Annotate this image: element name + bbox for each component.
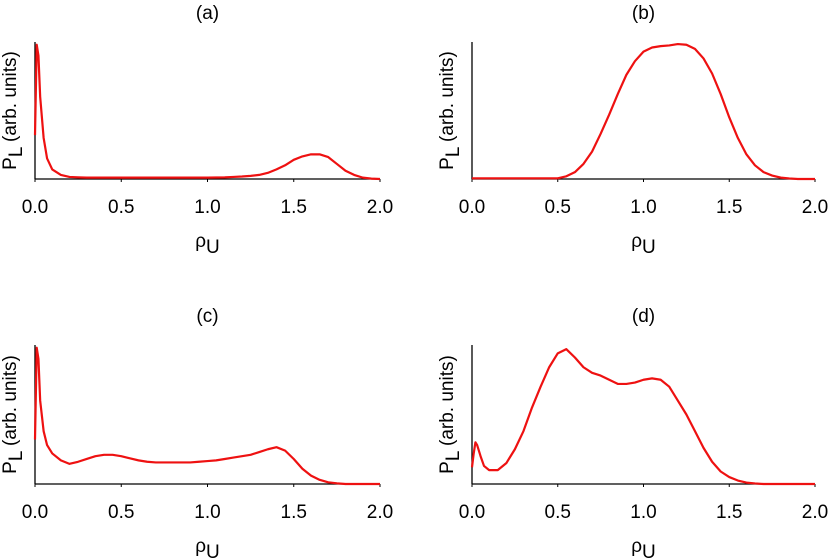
- panel: (c) 0.0 0.5 1.0 1.5 2.0 ρU PL (arb. units): [0, 306, 393, 559]
- x-tick-label: 1.5: [281, 197, 307, 218]
- y-label-rest: (arb. units): [437, 51, 458, 147]
- x-tick-label: 0.5: [108, 502, 134, 523]
- y-axis-label: PL (arb. units): [437, 355, 464, 474]
- x-label-main: ρ: [195, 536, 206, 557]
- x-label-sub: U: [206, 237, 220, 258]
- y-label-main: P: [437, 157, 458, 170]
- data-line: [33, 43, 381, 181]
- panel-title: (a): [196, 3, 219, 24]
- y-label-sub: L: [6, 147, 27, 157]
- x-tick-label: 1.0: [194, 197, 220, 218]
- data-line: [470, 348, 815, 486]
- y-label-main: P: [0, 461, 21, 474]
- x-tick-label: 0.5: [545, 197, 571, 218]
- x-label-sub: U: [206, 542, 220, 559]
- y-label-rest: (arb. units): [0, 355, 21, 451]
- panel: (a) 0.0 0.5 1.0 1.5 2.0 ρU PL (arb. units): [0, 3, 393, 258]
- y-label-sub: L: [6, 451, 27, 461]
- y-axis-label: PL (arb. units): [437, 51, 464, 170]
- y-label-sub: L: [443, 147, 464, 157]
- y-label-rest: (arb. units): [0, 51, 21, 147]
- panel: (d) 0.0 0.5 1.0 1.5 2.0 ρU PL (arb. units): [437, 306, 828, 559]
- x-label-sub: U: [642, 542, 656, 559]
- y-axis-label: PL (arb. units): [0, 355, 27, 474]
- x-tick-label: 2.0: [367, 197, 393, 218]
- x-tick-label: 0.5: [545, 502, 571, 523]
- x-tick-label: 0.5: [108, 197, 134, 218]
- x-label-main: ρ: [631, 231, 642, 252]
- x-tick-label: 2.0: [367, 502, 393, 523]
- x-axis-label: ρU: [195, 536, 220, 559]
- x-axis-label: ρU: [631, 536, 656, 559]
- y-label-main: P: [0, 157, 21, 170]
- x-axis-label: ρU: [631, 231, 656, 258]
- x-tick-label: 0.0: [22, 502, 48, 523]
- data-line: [472, 42, 815, 181]
- x-tick-label: 1.5: [281, 502, 307, 523]
- panel: (b) 0.0 0.5 1.0 1.5 2.0 ρU PL (arb. units): [437, 3, 828, 258]
- x-tick-label: 1.5: [716, 197, 742, 218]
- y-axis-label: PL (arb. units): [0, 51, 27, 170]
- data-line: [33, 346, 380, 486]
- x-tick-label: 1.0: [630, 502, 656, 523]
- x-axis-label: ρU: [195, 231, 220, 258]
- x-tick-label: 0.0: [459, 197, 485, 218]
- x-label-main: ρ: [631, 536, 642, 557]
- x-tick-label: 2.0: [802, 197, 828, 218]
- panel-title: (b): [632, 3, 655, 24]
- x-label-main: ρ: [195, 231, 206, 252]
- x-tick-label: 1.5: [716, 502, 742, 523]
- y-label-rest: (arb. units): [437, 355, 458, 451]
- y-label-sub: L: [443, 451, 464, 461]
- x-tick-label: 0.0: [22, 197, 48, 218]
- panel-title: (d): [632, 306, 655, 327]
- panel-title: (c): [196, 306, 218, 327]
- y-label-main: P: [437, 461, 458, 474]
- x-tick-label: 1.0: [194, 502, 220, 523]
- x-tick-label: 0.0: [459, 502, 485, 523]
- x-label-sub: U: [642, 237, 656, 258]
- x-tick-label: 2.0: [802, 502, 828, 523]
- x-tick-label: 1.0: [630, 197, 656, 218]
